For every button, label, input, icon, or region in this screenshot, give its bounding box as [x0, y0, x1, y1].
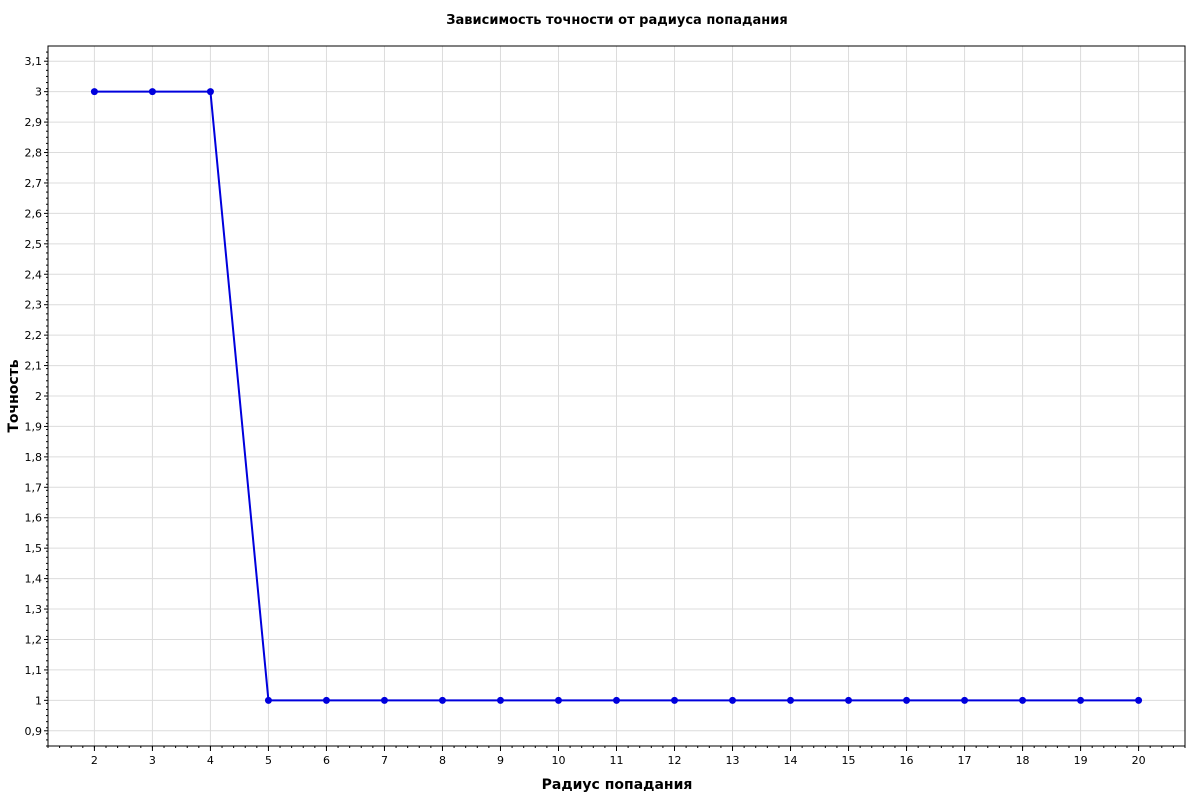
- x-tick-label: 12: [668, 754, 682, 767]
- x-tick-label: 13: [726, 754, 740, 767]
- data-point: [90, 88, 98, 96]
- chart-title: Зависимость точности от радиуса попадани…: [446, 13, 787, 28]
- y-tick-label: 1,2: [25, 633, 43, 646]
- x-tick-label: 3: [149, 754, 156, 767]
- x-tick-label: 14: [784, 754, 798, 767]
- y-tick-label: 1,8: [25, 451, 43, 464]
- data-point: [380, 696, 388, 704]
- y-tick-label: 2,5: [25, 238, 43, 251]
- data-point: [961, 696, 969, 704]
- data-point: [729, 696, 737, 704]
- x-tick-label: 2: [91, 754, 98, 767]
- x-tick-label: 7: [381, 754, 388, 767]
- x-tick-label: 16: [900, 754, 914, 767]
- y-tick-label: 1,9: [25, 420, 43, 433]
- y-tick-label: 1,3: [25, 603, 43, 616]
- y-tick-label: 1,4: [25, 573, 43, 586]
- y-tick-label: 2,7: [25, 177, 43, 190]
- data-point: [787, 696, 795, 704]
- x-tick-label: 18: [1016, 754, 1030, 767]
- x-tick-label: 5: [265, 754, 272, 767]
- data-point: [554, 696, 562, 704]
- data-series: [90, 88, 1143, 704]
- axis-ticks: [44, 51, 1186, 751]
- data-point: [438, 696, 446, 704]
- data-point: [671, 696, 679, 704]
- y-tick-label: 2,4: [25, 268, 43, 281]
- data-point: [845, 696, 853, 704]
- data-point: [1077, 696, 1085, 704]
- y-tick-label: 0,9: [25, 725, 43, 738]
- data-point: [148, 88, 156, 96]
- data-point: [1135, 696, 1143, 704]
- y-tick-label: 1,7: [25, 481, 43, 494]
- x-tick-label: 15: [842, 754, 856, 767]
- data-point: [613, 696, 620, 704]
- x-axis-title: Радиус попадания: [542, 777, 693, 793]
- y-tick-label: 1: [35, 694, 42, 707]
- grid-lines: [48, 46, 1185, 746]
- data-point: [903, 696, 911, 704]
- data-point: [1019, 696, 1027, 704]
- x-tick-label: 11: [610, 754, 624, 767]
- x-tick-label: 4: [207, 754, 214, 767]
- x-tick-label: 8: [439, 754, 446, 767]
- x-tick-label: 20: [1132, 754, 1146, 767]
- x-tick-label: 6: [323, 754, 330, 767]
- y-tick-label: 2,2: [25, 329, 43, 342]
- y-tick-label: 2,6: [25, 207, 43, 220]
- y-tick-label: 2,8: [25, 147, 43, 160]
- data-point: [496, 696, 504, 704]
- x-tick-label: 19: [1074, 754, 1088, 767]
- data-point: [206, 88, 214, 96]
- y-tick-label: 2: [35, 390, 42, 403]
- y-tick-label: 1,5: [25, 542, 43, 555]
- y-tick-label: 3,1: [25, 55, 43, 68]
- data-point: [322, 696, 330, 704]
- y-axis-tick-labels: 0,9 1 1,1 1,2 1,3 1,4 1,5 1,6 1,7 1,8 1,9 2 2,1 2,2 2,…: [25, 55, 43, 738]
- x-tick-label: 10: [551, 754, 565, 767]
- y-tick-label: 2,1: [25, 360, 43, 373]
- y-tick-label: 2,9: [25, 116, 43, 129]
- y-tick-label: 2,3: [25, 299, 43, 312]
- y-axis-title: Точность: [6, 359, 22, 432]
- y-tick-label: 1,6: [25, 512, 43, 525]
- y-tick-label: 3: [35, 86, 42, 99]
- x-tick-label: 9: [497, 754, 504, 767]
- data-point: [264, 696, 272, 704]
- x-axis-tick-labels: 2 3 4 5 6 7 8 9 10 11 12 13 14 15 16 17 18 19 20: [91, 754, 1146, 767]
- x-tick-label: 17: [958, 754, 972, 767]
- y-tick-label: 1,1: [25, 664, 43, 677]
